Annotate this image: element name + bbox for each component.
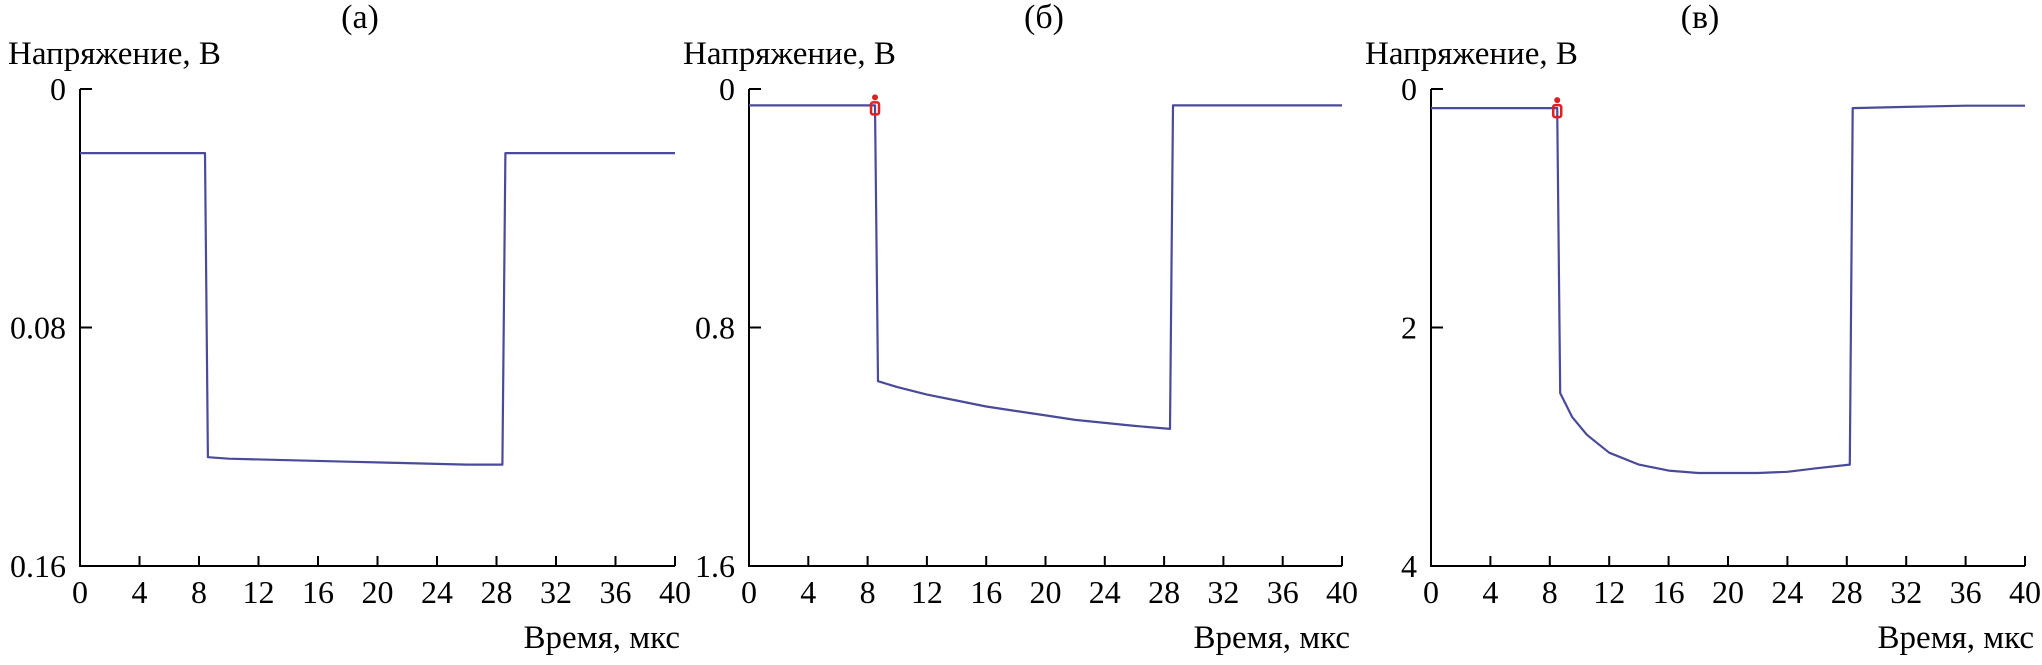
y-axis-label-a: Напряжение, В <box>8 36 221 72</box>
x-tick-label-c-3: 12 <box>1593 574 1625 610</box>
x-tick-label-c-7: 28 <box>1831 574 1863 610</box>
chart-panel-c: (в) Напряжение, В Время, мкс 0 4 8 12 16 20 24… <box>1365 0 2041 656</box>
x-tick-label-b-3: 12 <box>911 574 943 610</box>
panel-label-c: (в) <box>1681 0 1720 36</box>
x-tick-label-a-10: 40 <box>659 574 691 610</box>
event-marker-tip-b-0 <box>872 94 879 101</box>
marker-group-b <box>869 94 881 116</box>
x-tick-label-c-1: 4 <box>1482 574 1498 610</box>
y-tick-label-b-2: 1.6 <box>695 548 735 584</box>
axes-frame-a <box>79 89 675 567</box>
x-tick-label-a-8: 32 <box>540 574 572 610</box>
y-tick-label-b-1: 0.8 <box>695 310 735 346</box>
event-marker-b-0 <box>869 101 881 116</box>
x-tick-label-c-2: 8 <box>1542 574 1558 610</box>
y-tick-label-b-0: 0 <box>719 71 735 107</box>
y-tick-label-a-1: 0.08 <box>10 310 66 346</box>
y-tick-group-c: 0 2 4 <box>1401 71 1443 584</box>
y-tick-label-c-2: 4 <box>1401 548 1417 584</box>
y-axis-label-b: Напряжение, В <box>683 36 896 72</box>
x-tick-label-b-0: 0 <box>741 574 757 610</box>
y-tick-group-b: 0 0.8 1.6 <box>695 71 761 584</box>
y-tick-label-c-0: 0 <box>1401 71 1417 107</box>
x-axis-label-b: Время, мкс <box>1194 620 1350 656</box>
x-tick-label-c-0: 0 <box>1423 574 1439 610</box>
marker-group-c <box>1551 97 1563 119</box>
x-tick-label-b-6: 24 <box>1089 574 1121 610</box>
x-axis-label-a: Время, мкс <box>524 620 680 656</box>
x-tick-label-b-10: 40 <box>1326 574 1358 610</box>
x-tick-label-b-2: 8 <box>860 574 876 610</box>
x-tick-label-c-8: 32 <box>1890 574 1922 610</box>
x-tick-label-a-7: 28 <box>481 574 513 610</box>
x-tick-label-c-4: 16 <box>1653 574 1685 610</box>
y-axis-label-c: Напряжение, В <box>1365 36 1578 72</box>
x-tick-label-c-5: 20 <box>1712 574 1744 610</box>
x-tick-label-b-1: 4 <box>800 574 816 610</box>
panel-label-b: (б) <box>1024 0 1064 36</box>
x-tick-label-a-6: 24 <box>421 574 453 610</box>
x-tick-label-a-5: 20 <box>362 574 394 610</box>
y-tick-label-a-2: 0.16 <box>10 548 66 584</box>
x-axis-label-c: Время, мкс <box>1878 620 2034 656</box>
x-tick-label-a-3: 12 <box>243 574 275 610</box>
axes-frame-c <box>1430 89 2025 567</box>
x-tick-group-c: 0 4 8 12 16 20 24 28 32 36 40 <box>1423 556 2041 610</box>
event-marker-c-0 <box>1551 103 1563 119</box>
x-tick-label-a-4: 16 <box>302 574 334 610</box>
x-tick-label-a-1: 4 <box>132 574 148 610</box>
chart-panel-a: (а) Напряжение, В 0 4 8 12 16 20 24 28 32 36 40 00… <box>8 0 691 610</box>
x-tick-label-b-9: 36 <box>1267 574 1299 610</box>
x-tick-label-c-9: 36 <box>1950 574 1982 610</box>
y-tick-group-a: 0 0.08 0.16 <box>10 71 92 584</box>
voltage-trace-b <box>749 104 1342 430</box>
axes-frame-b <box>748 89 1342 567</box>
voltage-trace-a <box>80 152 675 466</box>
y-tick-label-a-0: 0 <box>50 71 66 107</box>
panel-label-a: (а) <box>341 0 379 36</box>
chart-panel-b: (б) Напряжение, В Время, мкс 0 4 8 12 16 20 24… <box>683 0 1358 656</box>
x-tick-label-b-4: 16 <box>970 574 1002 610</box>
x-tick-group-b: 0 4 8 12 16 20 24 28 32 36 40 <box>741 556 1358 610</box>
x-tick-label-b-5: 20 <box>1030 574 1062 610</box>
x-tick-label-b-8: 32 <box>1207 574 1239 610</box>
x-tick-group-a: 0 4 8 12 16 20 24 28 32 36 40 <box>72 556 691 610</box>
x-tick-label-a-2: 8 <box>191 574 207 610</box>
x-tick-label-a-0: 0 <box>72 574 88 610</box>
x-tick-label-c-6: 24 <box>1771 574 1803 610</box>
x-tick-label-b-7: 28 <box>1148 574 1180 610</box>
y-tick-label-c-1: 2 <box>1401 310 1417 346</box>
x-tick-label-a-9: 36 <box>600 574 632 610</box>
voltage-trace-c <box>1431 104 2025 475</box>
x-tick-label-c-10: 40 <box>2009 574 2041 610</box>
event-marker-tip-c-0 <box>1554 97 1561 104</box>
